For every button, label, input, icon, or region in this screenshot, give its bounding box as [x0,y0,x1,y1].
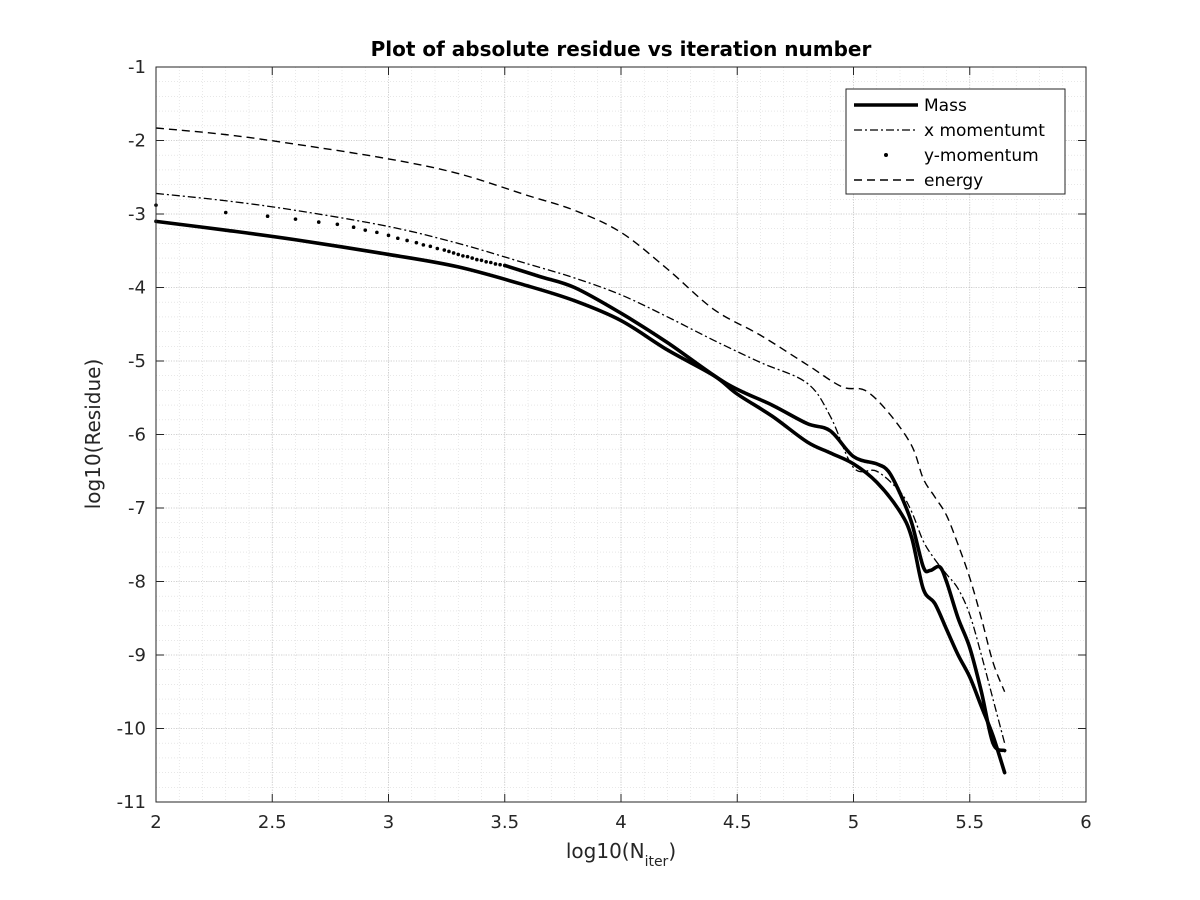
legend-entry-mass: Mass [854,96,967,116]
x-axis-label-subscript: iter [645,854,669,870]
data-point-y-momentum [484,259,488,264]
y-tick-label: -6 [128,425,146,446]
x-tick-label: 4 [615,812,626,833]
legend-label-mass: Mass [924,96,967,116]
data-point-y-momentum [493,262,498,266]
data-point-y-momentum [479,258,484,263]
data-point-y-momentum [396,236,400,241]
data-point-y-momentum [421,243,426,247]
y-tick-label: -2 [128,131,146,152]
x-tick-label: 4.5 [723,812,752,833]
series-x-momentumt-line [155,192,1006,744]
data-point-y-momentum [442,248,447,252]
data-point-y-momentum [351,225,356,230]
y-tick-label: -10 [117,719,146,740]
legend-entry-x-momentumt: x momentumt [854,121,1045,141]
x-axis-label-close: ) [668,839,676,863]
data-point-y-momentum [293,217,298,221]
data-point-y-momentum [435,246,440,251]
x-tick-label: 6 [1080,812,1091,833]
data-point-y-momentum [475,257,479,262]
data-point-y-momentum [265,214,270,219]
x-axis-label: log10(Niter) [566,839,676,870]
data-point-y-momentum [223,210,228,215]
grid [155,66,1087,803]
x-tick-label: 3.5 [490,812,519,833]
y-tick-label: -8 [128,572,146,593]
legend-entry-y-momentum: y-momentum [884,146,1039,166]
x-tick-label: 2 [150,812,161,833]
legend-entry-energy: energy [854,171,983,191]
y-tick-label: -9 [128,645,146,666]
data-point-y-momentum [316,220,321,224]
data-point-y-momentum [461,254,465,258]
data-point-y-momentum [465,254,470,259]
x-tick-label: 5.5 [955,812,984,833]
data-point-y-momentum [335,222,340,227]
data-point-y-momentum [451,251,456,255]
y-axis-label: log10(Residue) [81,359,105,510]
y-tick-label: -4 [128,278,146,299]
chart-title: Plot of absolute residue vs iteration nu… [371,37,872,61]
x-tick-label: 5 [848,812,859,833]
data-point-y-momentum [405,238,409,243]
data-point-y-momentum [447,249,451,254]
legend-label-y-momentum: y-momentum [924,146,1039,166]
data-point-y-momentum [414,240,419,245]
data-point-y-momentum [470,256,475,260]
x-tick-label: 3 [383,812,394,833]
y-tick-label: -11 [117,792,146,813]
data-point-y-momentum [428,244,433,249]
data-point-y-momentum [363,228,368,232]
y-tick-label: -5 [128,351,146,372]
legend-label-x-momentumt: x momentumt [924,121,1045,141]
y-tick-label: -1 [128,57,146,78]
series-energy-line [155,127,1006,693]
data-point-y-momentum [498,262,502,267]
data-point-y-momentum [456,252,461,257]
data-point-y-momentum [489,260,493,265]
data-point-y-momentum [386,233,391,238]
y-tick-label: -3 [128,204,146,225]
data-point-y-momentum [375,230,379,235]
series-layer [154,127,1007,775]
series-y-momentum-points [154,203,507,268]
ticks: 2 2.5 3 3.5 4 4.5 5 5.5 6 -11 -10 -9 -8 -7 -6 -5 -4 -3 -2 -… [117,57,1092,833]
series-mass-line [154,219,1007,775]
legend-label-energy: energy [924,171,983,191]
x-axis-label-main: log10(N [566,839,645,863]
legend: Mass x momentumt y-momentum energy [845,88,1066,195]
y-tick-label: -7 [128,498,146,519]
x-tick-label: 2.5 [258,812,287,833]
series-y-momentum-line-continued [502,263,1007,753]
legend-swatch-y-momentum [884,153,888,157]
